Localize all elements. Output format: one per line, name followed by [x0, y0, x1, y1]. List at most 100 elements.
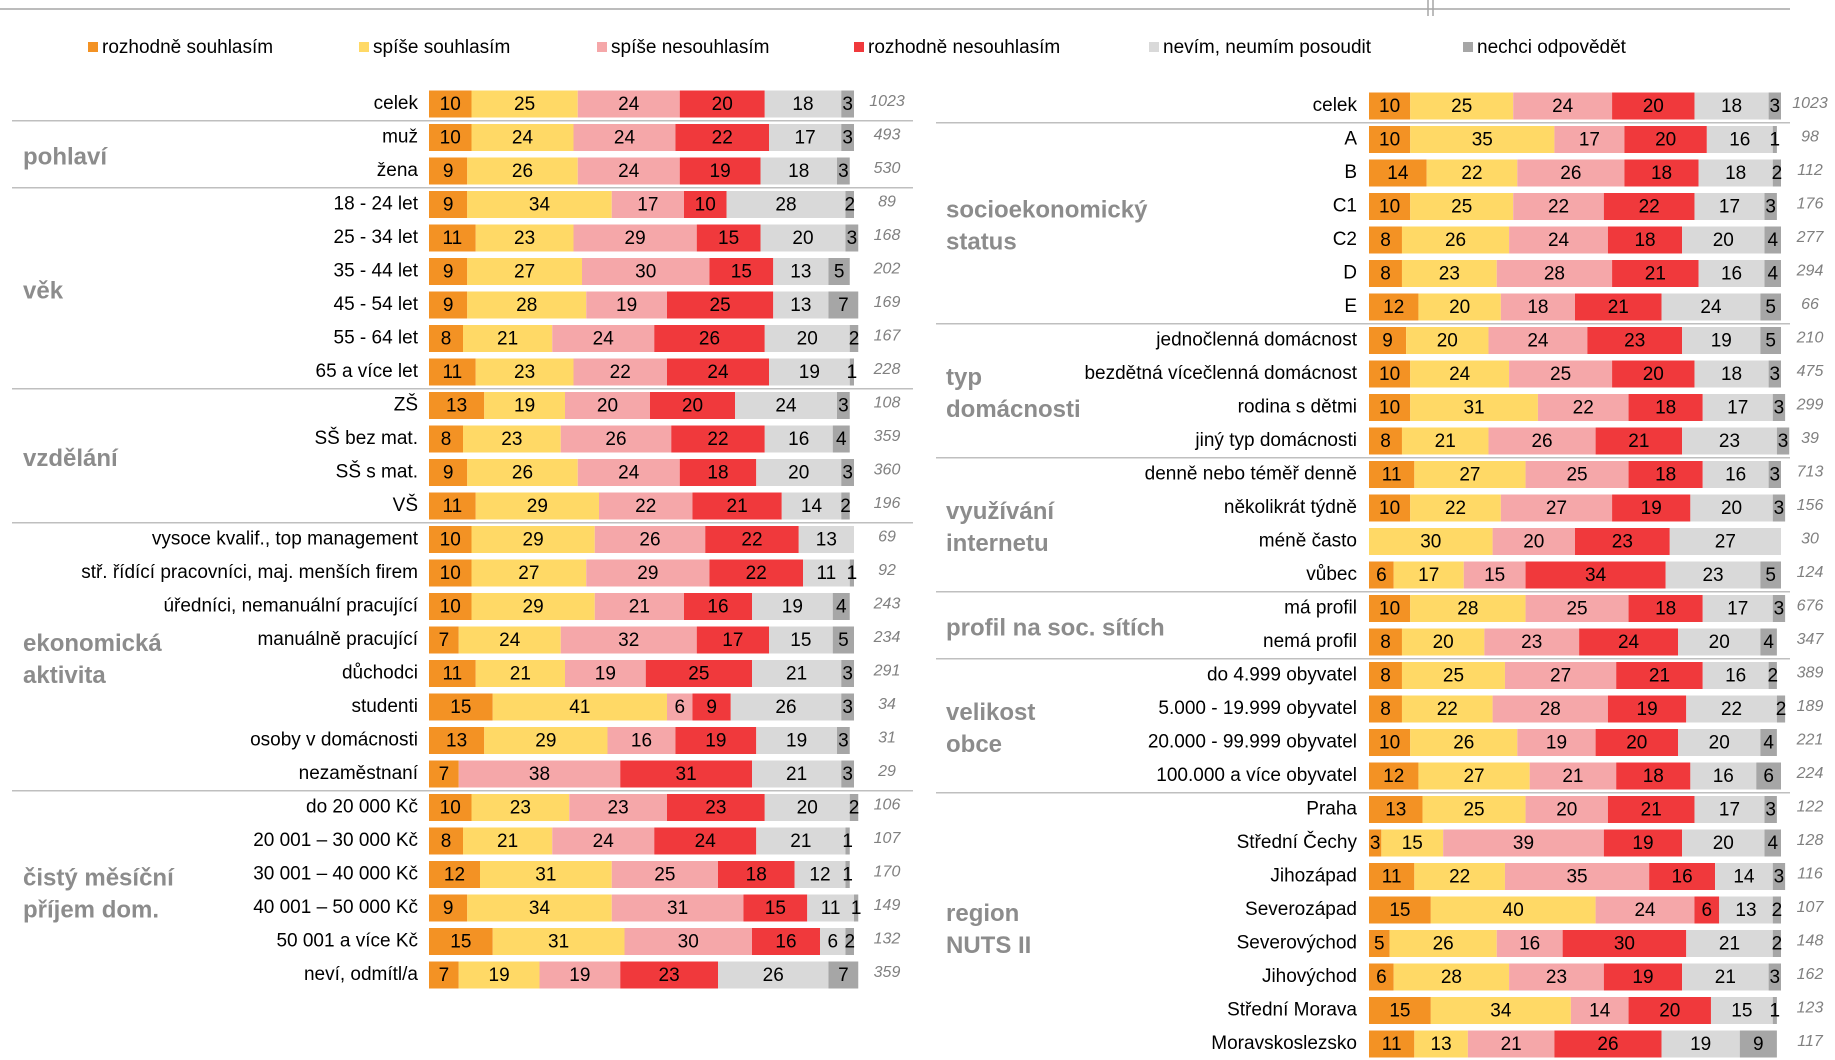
value-label: 7: [439, 965, 450, 986]
value-label: 8: [1380, 699, 1391, 720]
sample-size: 117: [1797, 1033, 1824, 1050]
value-label: 10: [1379, 398, 1400, 419]
row-label: muž: [382, 127, 418, 148]
value-label: 25: [710, 295, 731, 316]
value-label: 20: [1655, 130, 1676, 151]
value-label: 8: [1380, 632, 1391, 653]
bar-segment: [484, 392, 565, 419]
value-label: 3: [1370, 833, 1381, 854]
value-label: 15: [1389, 900, 1410, 921]
value-label: 13: [1735, 900, 1756, 921]
sample-size: 149: [874, 897, 901, 914]
bar-segment: [594, 593, 684, 620]
bar-segment: [594, 526, 706, 553]
bar-segment: [1401, 662, 1505, 689]
value-label: 18: [1725, 163, 1746, 184]
value-label: 25: [1463, 800, 1484, 821]
value-label: 29: [523, 597, 544, 618]
value-label: 12: [809, 865, 830, 886]
bar-segment: [684, 191, 727, 218]
bar-segment: [1760, 628, 1777, 656]
bar-segment: [492, 928, 625, 955]
value-label: 8: [1380, 230, 1391, 251]
bar-segment: [1369, 159, 1427, 187]
bar-segment: [624, 928, 752, 955]
bar-segment: [429, 727, 485, 754]
bar-segment: [1772, 997, 1777, 1024]
value-label: 20: [788, 463, 809, 484]
value-label: 1: [847, 362, 858, 383]
value-label: 17: [1719, 800, 1740, 821]
bar-segment: [837, 157, 850, 185]
bar-segment: [1694, 92, 1769, 120]
bar-segment: [1410, 193, 1514, 220]
bar-segment: [1661, 293, 1761, 321]
row-label: důchodci: [342, 663, 418, 684]
value-label: 19: [569, 965, 590, 986]
bar-segment: [1517, 159, 1625, 187]
bar-segment: [1369, 528, 1493, 555]
bar-segment: [1706, 126, 1773, 153]
value-label: 19: [1632, 833, 1653, 854]
sample-size: 1023: [1792, 95, 1828, 112]
value-label: 24: [593, 831, 615, 852]
row-label: stř. řídící pracovníci, maj. menších fir…: [81, 562, 418, 583]
bar-segment: [832, 425, 850, 453]
value-label: 26: [639, 530, 660, 551]
bar-segment: [1562, 930, 1687, 957]
value-label: 16: [1672, 867, 1693, 888]
value-label: 10: [1379, 96, 1400, 117]
value-label: 1: [1770, 1001, 1781, 1022]
value-label: 2: [844, 932, 855, 953]
value-label: 17: [795, 128, 816, 149]
bar-segment: [1661, 1030, 1740, 1058]
bar-segment: [1369, 662, 1402, 689]
bar-segment: [1772, 595, 1786, 622]
bar-segment: [671, 425, 765, 453]
value-label: 24: [499, 630, 521, 651]
value-label: 2: [1772, 163, 1783, 184]
value-label: 16: [1725, 666, 1746, 687]
group-label: pohlaví: [23, 144, 108, 171]
bar-segment: [828, 258, 850, 285]
bar-segment: [458, 626, 561, 654]
bar-segment: [1369, 260, 1402, 287]
bar-segment: [832, 626, 854, 654]
value-label: 4: [1767, 230, 1778, 251]
bar-segment: [1686, 695, 1777, 723]
sample-size: 30: [1801, 531, 1819, 548]
bar-segment: [1607, 695, 1687, 723]
value-label: 25: [1566, 465, 1587, 486]
value-label: 10: [1379, 130, 1400, 151]
bar-segment: [1760, 561, 1781, 589]
bar-segment: [667, 693, 693, 721]
value-label: 3: [1774, 398, 1785, 419]
bar-segment: [471, 526, 595, 553]
row-label: osoby v domácnosti: [250, 730, 418, 751]
bar-segment: [1612, 260, 1699, 287]
row-label: 5.000 - 19.999 obyvatel: [1158, 698, 1357, 719]
value-label: 18: [1655, 398, 1676, 419]
sample-size: 202: [873, 261, 901, 278]
value-label: 22: [1548, 197, 1569, 218]
value-label: 26: [512, 463, 533, 484]
row-label: VŠ: [393, 494, 418, 516]
legend-label: spíše nesouhlasím: [611, 37, 769, 58]
value-label: 10: [1379, 599, 1400, 620]
value-label: 5: [1374, 934, 1385, 955]
bar-segment: [1607, 226, 1683, 254]
value-label: 13: [446, 396, 467, 417]
bar-segment: [1369, 561, 1394, 589]
value-label: 20: [682, 396, 703, 417]
bar-segment: [1525, 561, 1666, 589]
bar-segment: [1467, 1030, 1555, 1058]
bar-segment: [1537, 394, 1629, 421]
bar-segment: [539, 961, 621, 989]
bar-segment: [463, 425, 561, 453]
row-label: ZŠ: [394, 394, 418, 416]
group-label: příjem dom.: [23, 897, 159, 924]
value-label: 18: [746, 865, 767, 886]
bar-segment: [582, 258, 710, 285]
value-label: 10: [695, 195, 716, 216]
bar-segment: [1682, 427, 1777, 455]
